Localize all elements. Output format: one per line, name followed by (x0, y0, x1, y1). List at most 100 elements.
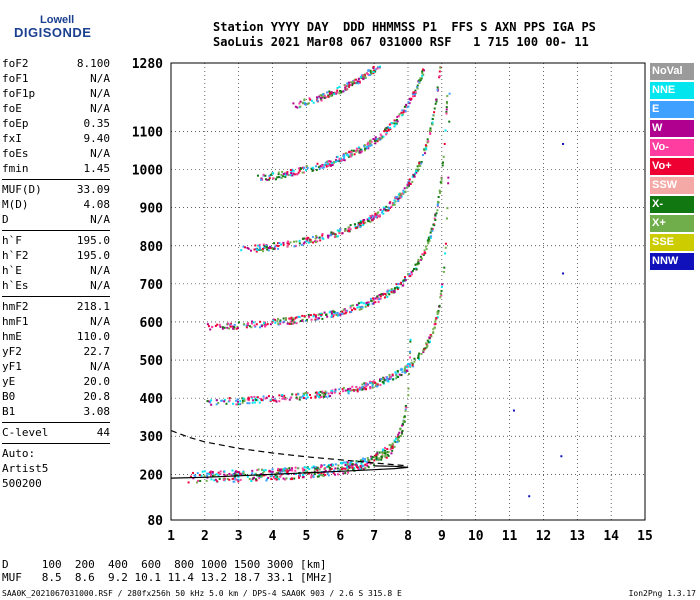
param-label: hmF1 (2, 315, 29, 328)
param-row: foF1 N/A (2, 71, 110, 86)
x-tick-label: 13 (569, 529, 585, 544)
y-tick-label: 1000 (132, 164, 163, 179)
param-row: foE N/A (2, 101, 110, 116)
param-separator (2, 296, 110, 297)
x-tick-label: 9 (438, 529, 446, 544)
isolated-echo (562, 142, 565, 145)
x-tick-label: 6 (336, 529, 344, 544)
param-value: 20.8 (83, 390, 111, 403)
y-tick-label: 1280 (132, 57, 163, 72)
legend-item: W (650, 120, 694, 137)
param-row: fxI 9.40 (2, 131, 110, 146)
echo-trace (292, 65, 382, 109)
param-row: B0 20.8 (2, 389, 110, 404)
param-label: yE (2, 375, 16, 388)
legend-item: Vo- (650, 139, 694, 156)
x-tick-label: 1 (167, 529, 175, 544)
x-tick-labels: 1 2 3 4 5 6 7 8 9 10 11 12 13 14 15 (167, 529, 653, 544)
isolated-echo (512, 409, 515, 412)
echo-traces (187, 65, 565, 498)
profile-curve-dashed (170, 429, 409, 467)
isolated-echo (560, 455, 563, 458)
param-value: 110.0 (76, 330, 110, 343)
footer-info: SAA0K_2021067031000.RSF / 280fx256h 50 k… (2, 589, 402, 598)
param-row: MUF(D) 33.09 (2, 182, 110, 197)
param-label: fxI (2, 132, 22, 145)
param-row: h`Es N/A (2, 278, 110, 293)
x-tick-label: 15 (637, 529, 653, 544)
param-label: B0 (2, 390, 16, 403)
x-tick-label: 7 (370, 529, 378, 544)
isolated-echo (528, 495, 531, 498)
param-label: yF2 (2, 345, 22, 358)
param-row: yE 20.0 (2, 374, 110, 389)
y-tick-label: 700 (140, 278, 164, 293)
legend-item: SSE (650, 234, 694, 251)
param-label: hmE (2, 330, 22, 343)
legend-item: Vo+ (650, 158, 694, 175)
param-label: B1 (2, 405, 16, 418)
param-value: N/A (90, 264, 110, 277)
y-tick-label: 900 (140, 202, 164, 217)
param-row: yF1 N/A (2, 359, 110, 374)
param-label: hmF2 (2, 300, 29, 313)
legend-item: SSW (650, 177, 694, 194)
header-line-1: Station YYYY DAY DDD HHMMSS P1 FFS S AXN… (213, 20, 596, 34)
x-tick-label: 11 (502, 529, 518, 544)
param-row: foEp 0.35 (2, 116, 110, 131)
param-row: foF1p N/A (2, 86, 110, 101)
legend-item: NoVal (650, 63, 694, 80)
param-value: N/A (90, 102, 110, 115)
x-tick-label: 12 (536, 529, 552, 544)
param-separator (2, 179, 110, 180)
param-row: h`F2 195.0 (2, 248, 110, 263)
x-tick-label: 14 (603, 529, 619, 544)
y-tick-label: 500 (140, 354, 164, 369)
legend-item: X+ (650, 215, 694, 232)
param-label: foE (2, 102, 22, 115)
legend-item: X- (650, 196, 694, 213)
param-value: 218.1 (76, 300, 110, 313)
version-label: Ion2Png 1.3.17 (628, 589, 696, 598)
param-label: foF1p (2, 87, 36, 100)
param-label: h`E (2, 264, 22, 277)
param-separator (2, 230, 110, 231)
param-value: 8.100 (76, 57, 110, 70)
param-value: 20.0 (83, 375, 111, 388)
param-value: N/A (90, 72, 110, 85)
x-tick-label: 10 (468, 529, 484, 544)
muf-distance-row: D 100 200 400 600 800 1000 1500 3000 [km… (2, 558, 327, 571)
x-tick-label: 2 (201, 529, 209, 544)
param-value: 33.09 (76, 183, 110, 196)
header-line-2: SaoLuis 2021 Mar08 067 031000 RSF 1 715 … (213, 35, 589, 49)
param-value: 44 (96, 426, 110, 439)
legend-item: E (650, 101, 694, 118)
parameter-panel: foF2 8.100 foF1 N/A foF1p N/A foE N/A foEp 0.35 fx… (2, 56, 110, 491)
param-row: M(D) 4.08 (2, 197, 110, 212)
echo-trace (256, 68, 426, 181)
param-label: foEs (2, 147, 29, 160)
echo-trace (206, 92, 451, 406)
param-label: yF1 (2, 360, 22, 373)
param-label: foF2 (2, 57, 29, 70)
param-value: N/A (90, 87, 110, 100)
param-value: 1.45 (83, 162, 111, 175)
param-value: 9.40 (83, 132, 111, 145)
param-separator (2, 422, 110, 423)
param-value: N/A (90, 147, 110, 160)
param-label: h`Es (2, 279, 29, 292)
logo-lowell: Lowell (40, 14, 75, 26)
echo-trace (187, 338, 412, 484)
param-row: h`E N/A (2, 263, 110, 278)
y-tick-label: 800 (140, 240, 164, 255)
profile-curve-solid (170, 465, 409, 479)
y-tick-labels: 80 200 300 400 500 600 700 800 900 1000 1100 1280 (132, 57, 163, 529)
param-label: h`F2 (2, 249, 29, 262)
param-row: B1 3.08 (2, 404, 110, 419)
legend-item: NNE (650, 82, 694, 99)
y-tick-label: 600 (140, 316, 164, 331)
param-label: h`F (2, 234, 22, 247)
param-row: hmE 110.0 (2, 329, 110, 344)
y-tick-label: 80 (147, 514, 163, 529)
